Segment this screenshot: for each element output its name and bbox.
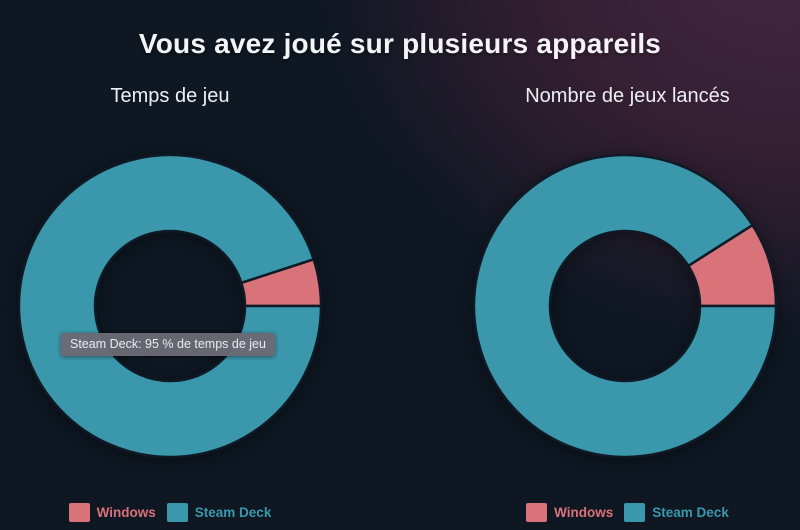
donut-slice-steam-deck[interactable]	[472, 153, 778, 459]
legend-item-steam-deck[interactable]: Steam Deck	[166, 502, 272, 522]
legend-label-steam-deck: Steam Deck	[194, 504, 272, 520]
chart-column-games-launched: Nombre de jeux lancés Windows Steam Deck	[455, 84, 800, 530]
legend-playtime: Windows Steam Deck	[0, 500, 340, 524]
chart-title-playtime: Temps de jeu	[110, 85, 230, 107]
chart-column-playtime: Temps de jeu Steam Deck: 95 % de temps d…	[0, 84, 340, 530]
legend-label-windows: Windows	[96, 504, 156, 520]
donut-chart-playtime[interactable]	[10, 146, 330, 466]
legend-item-windows[interactable]: Windows	[68, 502, 156, 522]
donut-slice-steam-deck[interactable]	[17, 153, 323, 459]
legend-label-steam-deck: Steam Deck	[652, 504, 729, 520]
legend-item-steam-deck[interactable]: Steam Deck	[624, 502, 729, 522]
donut-chart-games-launched[interactable]	[465, 146, 785, 466]
legend-item-windows[interactable]: Windows	[526, 502, 614, 522]
windows-swatch-icon	[68, 502, 90, 522]
page-title: Vous avez joué sur plusieurs appareils	[138, 27, 662, 59]
chart-title-games-launched: Nombre de jeux lancés	[525, 85, 730, 107]
steam-deck-swatch-icon	[624, 502, 646, 522]
legend-label-windows: Windows	[554, 504, 614, 520]
legend-games-launched: Windows Steam Deck	[455, 500, 800, 524]
windows-swatch-icon	[526, 502, 548, 522]
steam-deck-swatch-icon	[166, 502, 188, 522]
playtime-tooltip: Steam Deck: 95 % de temps de jeu	[61, 333, 275, 356]
